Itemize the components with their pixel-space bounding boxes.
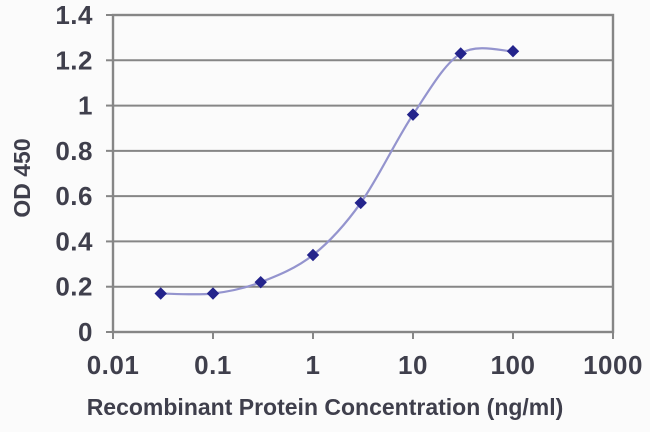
y-tick-label: 0.2 (55, 272, 93, 302)
x-tick-label: 1000 (583, 350, 643, 380)
series-layer (154, 45, 520, 300)
data-point-marker (506, 45, 520, 58)
tick-labels-layer: 0 0.2 0.4 0.6 0.8 1 1.2 1.4 0.01 0.1 1 10 100 1000 (55, 0, 643, 380)
x-axis-title: Recombinant Protein Concentration (ng/ml… (87, 394, 564, 420)
plot-frame (111, 13, 615, 334)
x-tick-label: 0.01 (87, 350, 140, 380)
y-axis-title: OD 450 (9, 138, 35, 217)
x-tick-label: 10 (398, 350, 428, 380)
y-tick-label: 0.6 (55, 181, 93, 211)
data-point-marker (454, 47, 467, 60)
x-tick-label: 100 (491, 350, 536, 380)
data-point-marker (254, 275, 267, 289)
data-point-marker (206, 287, 220, 300)
data-point-marker (306, 248, 320, 262)
series-line (159, 47, 515, 296)
plot-frame-layer (111, 13, 615, 334)
y-tick-label: 0 (78, 317, 93, 347)
x-tick-label: 0.1 (194, 350, 232, 380)
y-tick-label: 1.2 (55, 45, 93, 75)
y-tick-label: 0.8 (55, 136, 93, 166)
y-tick-label: 1.4 (55, 0, 93, 30)
grid-layer (113, 59, 613, 288)
y-tick-label: 1 (78, 91, 93, 121)
data-point-marker (354, 196, 367, 210)
data-point-marker (154, 287, 167, 300)
x-tick-label: 1 (306, 350, 321, 380)
y-tick-label: 0.4 (55, 226, 93, 256)
data-point-marker (406, 108, 420, 121)
ticks-layer (106, 14, 614, 339)
